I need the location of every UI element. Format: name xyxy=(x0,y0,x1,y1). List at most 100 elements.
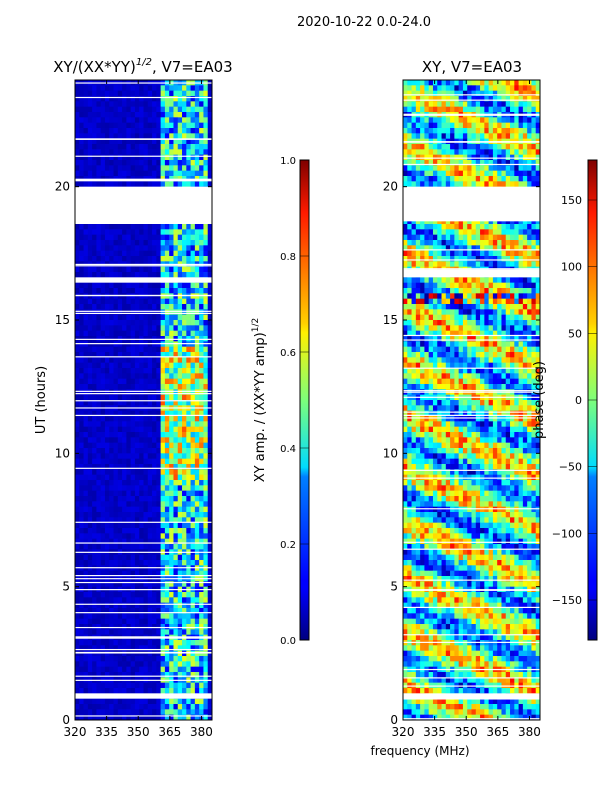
heatmap-cell xyxy=(143,149,149,155)
heatmap-cell xyxy=(109,298,114,305)
heatmap-cell xyxy=(182,528,187,534)
heatmap-cell xyxy=(510,160,515,166)
heatmap-cell xyxy=(130,512,136,518)
heatmap-cell xyxy=(134,453,140,459)
heatmap-cell xyxy=(104,149,110,155)
ylabel-left: UT (hours) xyxy=(34,366,49,434)
heatmap-cell xyxy=(203,501,209,507)
heatmap-cell xyxy=(203,234,209,241)
heatmap-cell xyxy=(480,85,485,91)
heatmap-cell xyxy=(92,112,97,118)
heatmap-cell xyxy=(147,373,153,379)
heatmap-cell xyxy=(113,400,119,406)
heatmap-cell xyxy=(173,464,179,470)
heatmap-cell xyxy=(207,149,213,155)
heatmap-cell xyxy=(194,320,200,326)
heatmap-cell xyxy=(173,544,179,550)
heatmap-cell xyxy=(139,496,144,502)
heatmap-cell xyxy=(134,256,140,262)
heatmap-cell xyxy=(117,485,123,491)
heatmap-cell xyxy=(152,85,157,91)
heatmap-cell xyxy=(79,298,84,305)
heatmap-cell xyxy=(92,400,97,406)
heatmap-cell xyxy=(173,224,179,230)
heatmap-cell xyxy=(83,682,89,689)
heatmap-cell xyxy=(92,250,97,257)
heatmap-cell xyxy=(152,144,157,150)
heatmap-cell xyxy=(152,480,157,486)
heatmap-cell xyxy=(143,714,149,721)
heatmap-cell xyxy=(139,101,144,107)
heatmap-cell xyxy=(169,656,174,662)
heatmap-cell xyxy=(203,224,209,230)
heatmap-cell xyxy=(415,154,421,161)
heatmap-cell xyxy=(186,133,191,139)
heatmap-cell xyxy=(488,229,494,235)
heatmap-cell xyxy=(100,288,106,294)
heatmap-cell xyxy=(484,229,489,235)
heatmap-cell xyxy=(75,480,80,486)
heatmap-cell xyxy=(96,133,101,139)
heatmap-cell xyxy=(467,122,472,129)
heatmap-cell xyxy=(92,96,97,102)
heatmap-cell xyxy=(160,581,166,587)
heatmap-cell xyxy=(454,106,459,113)
heatmap-cell xyxy=(139,666,144,673)
heatmap-cell xyxy=(109,608,114,614)
x-tick-label: 320 xyxy=(64,725,87,739)
heatmap-cell xyxy=(139,224,144,230)
heatmap-cell xyxy=(104,229,110,235)
heatmap-cell xyxy=(147,458,153,465)
heatmap-cell xyxy=(207,453,213,459)
heatmap-cell xyxy=(177,570,183,577)
blank-time-range xyxy=(75,693,212,699)
heatmap-cell xyxy=(96,506,101,513)
heatmap-cell xyxy=(139,309,144,315)
heatmap-cell xyxy=(113,688,119,694)
heatmap-cell xyxy=(177,517,183,523)
heatmap-cell xyxy=(169,181,174,187)
heatmap-cell xyxy=(437,106,442,113)
heatmap-cell xyxy=(420,240,425,246)
heatmap-cell xyxy=(169,682,174,689)
heatmap-cell xyxy=(535,160,541,166)
heatmap-cell xyxy=(407,218,412,225)
heatmap-cell xyxy=(186,138,191,145)
heatmap-cell xyxy=(164,533,170,539)
heatmap-cell xyxy=(173,362,179,369)
heatmap-cell xyxy=(186,656,191,662)
heatmap-cell xyxy=(96,592,101,598)
heatmap-cell xyxy=(199,346,204,353)
heatmap-cell xyxy=(79,138,84,145)
heatmap-cell xyxy=(160,602,166,609)
heatmap-cell xyxy=(130,714,136,721)
heatmap-cell xyxy=(177,250,183,257)
heatmap-cell xyxy=(117,85,123,91)
heatmap-cell xyxy=(134,432,140,438)
heatmap-cell xyxy=(143,90,149,97)
heatmap-cell xyxy=(83,458,89,465)
heatmap-cell xyxy=(160,645,166,651)
blank-time-range xyxy=(75,178,212,182)
heatmap-cell xyxy=(518,229,524,235)
heatmap-cell xyxy=(492,160,498,166)
heatmap-cell xyxy=(96,629,101,635)
heatmap-cell xyxy=(83,480,89,486)
heatmap-cell xyxy=(177,485,183,491)
heatmap-cell xyxy=(147,533,153,539)
heatmap-cell xyxy=(199,554,204,561)
heatmap-cell xyxy=(169,640,174,646)
heatmap-cell xyxy=(117,304,123,310)
heatmap-cell xyxy=(514,250,519,257)
heatmap-cell xyxy=(126,298,131,305)
heatmap-cell xyxy=(156,602,161,609)
heatmap-cell xyxy=(480,245,485,251)
heatmap-cell xyxy=(87,682,93,689)
heatmap-cell xyxy=(104,533,110,539)
heatmap-cell xyxy=(497,218,502,225)
heatmap-cell xyxy=(522,85,528,91)
heatmap-cell xyxy=(199,453,204,459)
heatmap-cell xyxy=(424,224,429,230)
heatmap-cell xyxy=(203,144,209,150)
heatmap-cell xyxy=(113,426,119,433)
